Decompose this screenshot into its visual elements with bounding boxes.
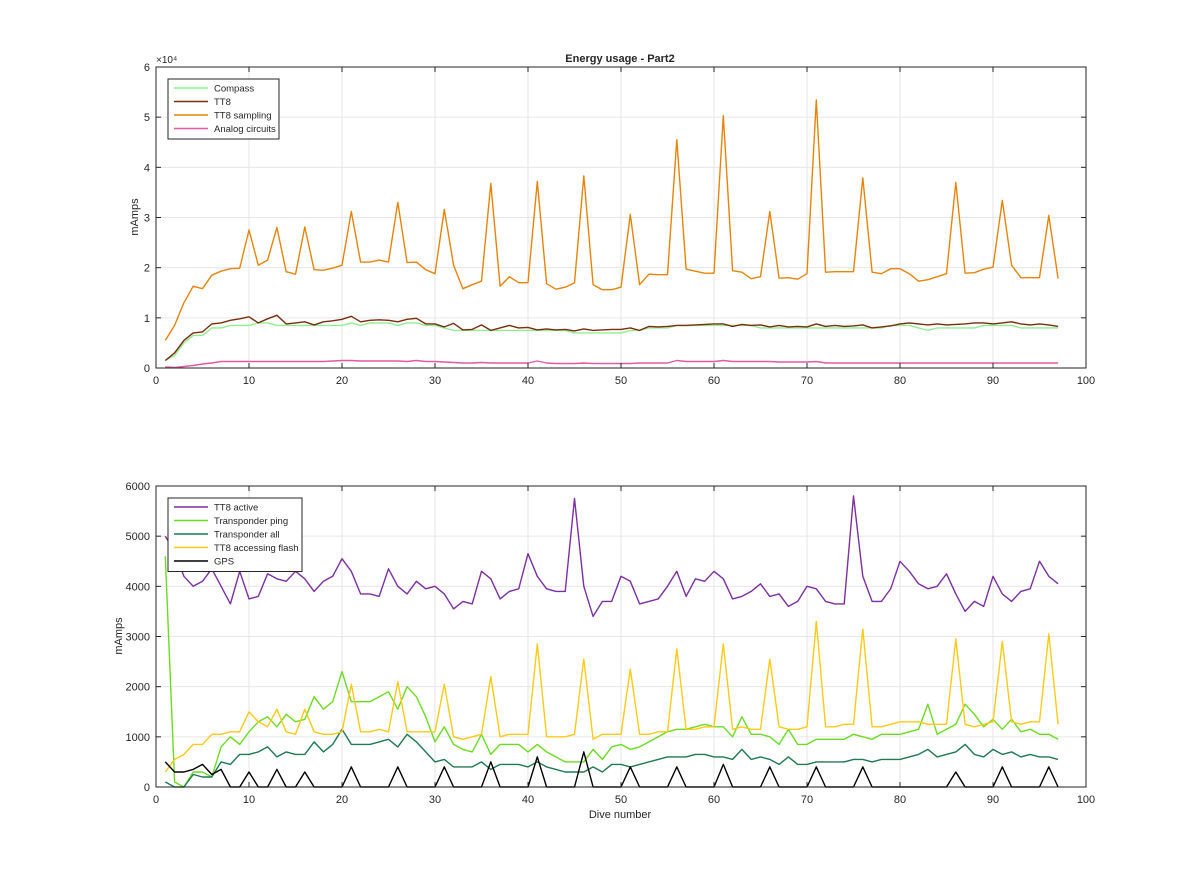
top-chart-y-tick-label: 0 (144, 363, 150, 375)
top-chart-y-tick-label: 1 (144, 313, 150, 325)
bottom-chart-y-tick-label: 4000 (126, 581, 150, 593)
bottom-chart-x-tick-label: 70 (801, 794, 813, 806)
legend-label-analog-circuits: Analog circuits (214, 124, 276, 135)
top-chart-x-tick-label: 30 (429, 375, 441, 387)
top-chart-x-tick-label: 60 (708, 375, 720, 387)
bottom-chart-y-tick-label: 2000 (126, 682, 150, 694)
series-line-transponder-all (164, 728, 1059, 788)
top-chart-exponent-label: ×10⁴ (156, 55, 177, 66)
bottom-chart-x-tick-label: 80 (894, 794, 906, 806)
series-line-analog-circuits (165, 359, 1059, 369)
top-chart-x-tick-label: 70 (801, 375, 813, 387)
top-chart-y-axis-label: mAmps (129, 198, 141, 236)
series-line-transponder-ping (164, 556, 1059, 788)
top-chart-ticks: 0 10 20 30 40 50 60 70 80 90 100 0 1 2 3 4 5 6 (144, 62, 1095, 387)
legend-label-tt8: TT8 (214, 97, 231, 108)
bottom-chart-x-tick-label: 20 (336, 794, 348, 806)
series-line-tt8 (164, 314, 1059, 362)
bottom-chart-legend: TT8 active Transponder ping Transponder al… (167, 497, 303, 572)
legend-label-transponder-ping: Transponder ping (214, 516, 288, 527)
series-line-tt8-active (164, 495, 1059, 618)
top-chart-y-tick-label: 3 (144, 213, 150, 225)
series-line-tt8-accessing-flash (164, 620, 1059, 773)
bottom-chart-x-tick-label: 60 (708, 794, 720, 806)
legend-label-tt8-sampling: TT8 sampling (214, 111, 272, 122)
top-chart-series (164, 99, 1059, 369)
bottom-chart-x-tick-label: 10 (243, 794, 255, 806)
bottom-chart-x-axis-label: Dive number (589, 809, 652, 821)
bottom-chart-x-tick-label: 40 (522, 794, 534, 806)
energy-usage-top-chart: 0 10 20 30 40 50 60 70 80 90 100 0 1 2 3 4 5 6 Energy usa… (129, 53, 1095, 387)
bottom-chart-y-tick-label: 3000 (126, 632, 150, 644)
bottom-chart-y-tick-label: 5000 (126, 531, 150, 543)
top-chart-y-tick-label: 6 (144, 62, 150, 74)
bottom-chart-x-tick-label: 0 (153, 794, 159, 806)
top-chart-legend: Compass TT8 TT8 sampling Analog circuits (167, 78, 280, 140)
top-chart-x-tick-label: 0 (153, 375, 159, 387)
bottom-chart-legend-box (167, 497, 303, 572)
top-chart-x-tick-label: 100 (1077, 375, 1095, 387)
bottom-chart-x-tick-label: 90 (987, 794, 999, 806)
bottom-chart-y-tick-label: 0 (144, 782, 150, 794)
legend-label-tt8-active: TT8 active (214, 503, 258, 514)
top-chart-y-tick-label: 5 (144, 112, 150, 124)
energy-usage-bottom-chart: 0 10 20 30 40 50 60 70 80 90 100010002000300040005… (113, 481, 1095, 821)
bottom-chart-ticks: 0 10 20 30 40 50 60 70 80 90 100010002000300040005… (126, 481, 1096, 806)
top-chart-x-tick-label: 40 (522, 375, 534, 387)
top-chart-x-tick-label: 10 (243, 375, 255, 387)
bottom-chart-y-tick-label: 1000 (126, 732, 150, 744)
bottom-chart-y-tick-label: 6000 (126, 481, 150, 493)
bottom-chart-y-axis-label: mAmps (113, 617, 125, 655)
bottom-chart-x-tick-label: 30 (429, 794, 441, 806)
top-chart-y-tick-label: 4 (144, 162, 150, 174)
top-chart-title: Energy usage - Part2 (565, 53, 674, 65)
top-chart-x-tick-label: 50 (615, 375, 627, 387)
bottom-chart-x-tick-label: 50 (615, 794, 627, 806)
top-chart-y-tick-label: 2 (144, 263, 150, 275)
top-chart-x-tick-label: 20 (336, 375, 348, 387)
legend-label-transponder-all: Transponder all (214, 530, 280, 541)
series-line-tt8-sampling (164, 99, 1059, 341)
legend-label-gps: GPS (214, 557, 234, 568)
top-chart-gridlines (156, 67, 1086, 368)
bottom-chart-x-tick-label: 100 (1077, 794, 1095, 806)
legend-label-compass: Compass (214, 84, 254, 95)
top-chart-x-tick-label: 80 (894, 375, 906, 387)
legend-label-tt8-accessing-flash: TT8 accessing flash (214, 543, 298, 554)
top-chart-x-tick-label: 90 (987, 375, 999, 387)
